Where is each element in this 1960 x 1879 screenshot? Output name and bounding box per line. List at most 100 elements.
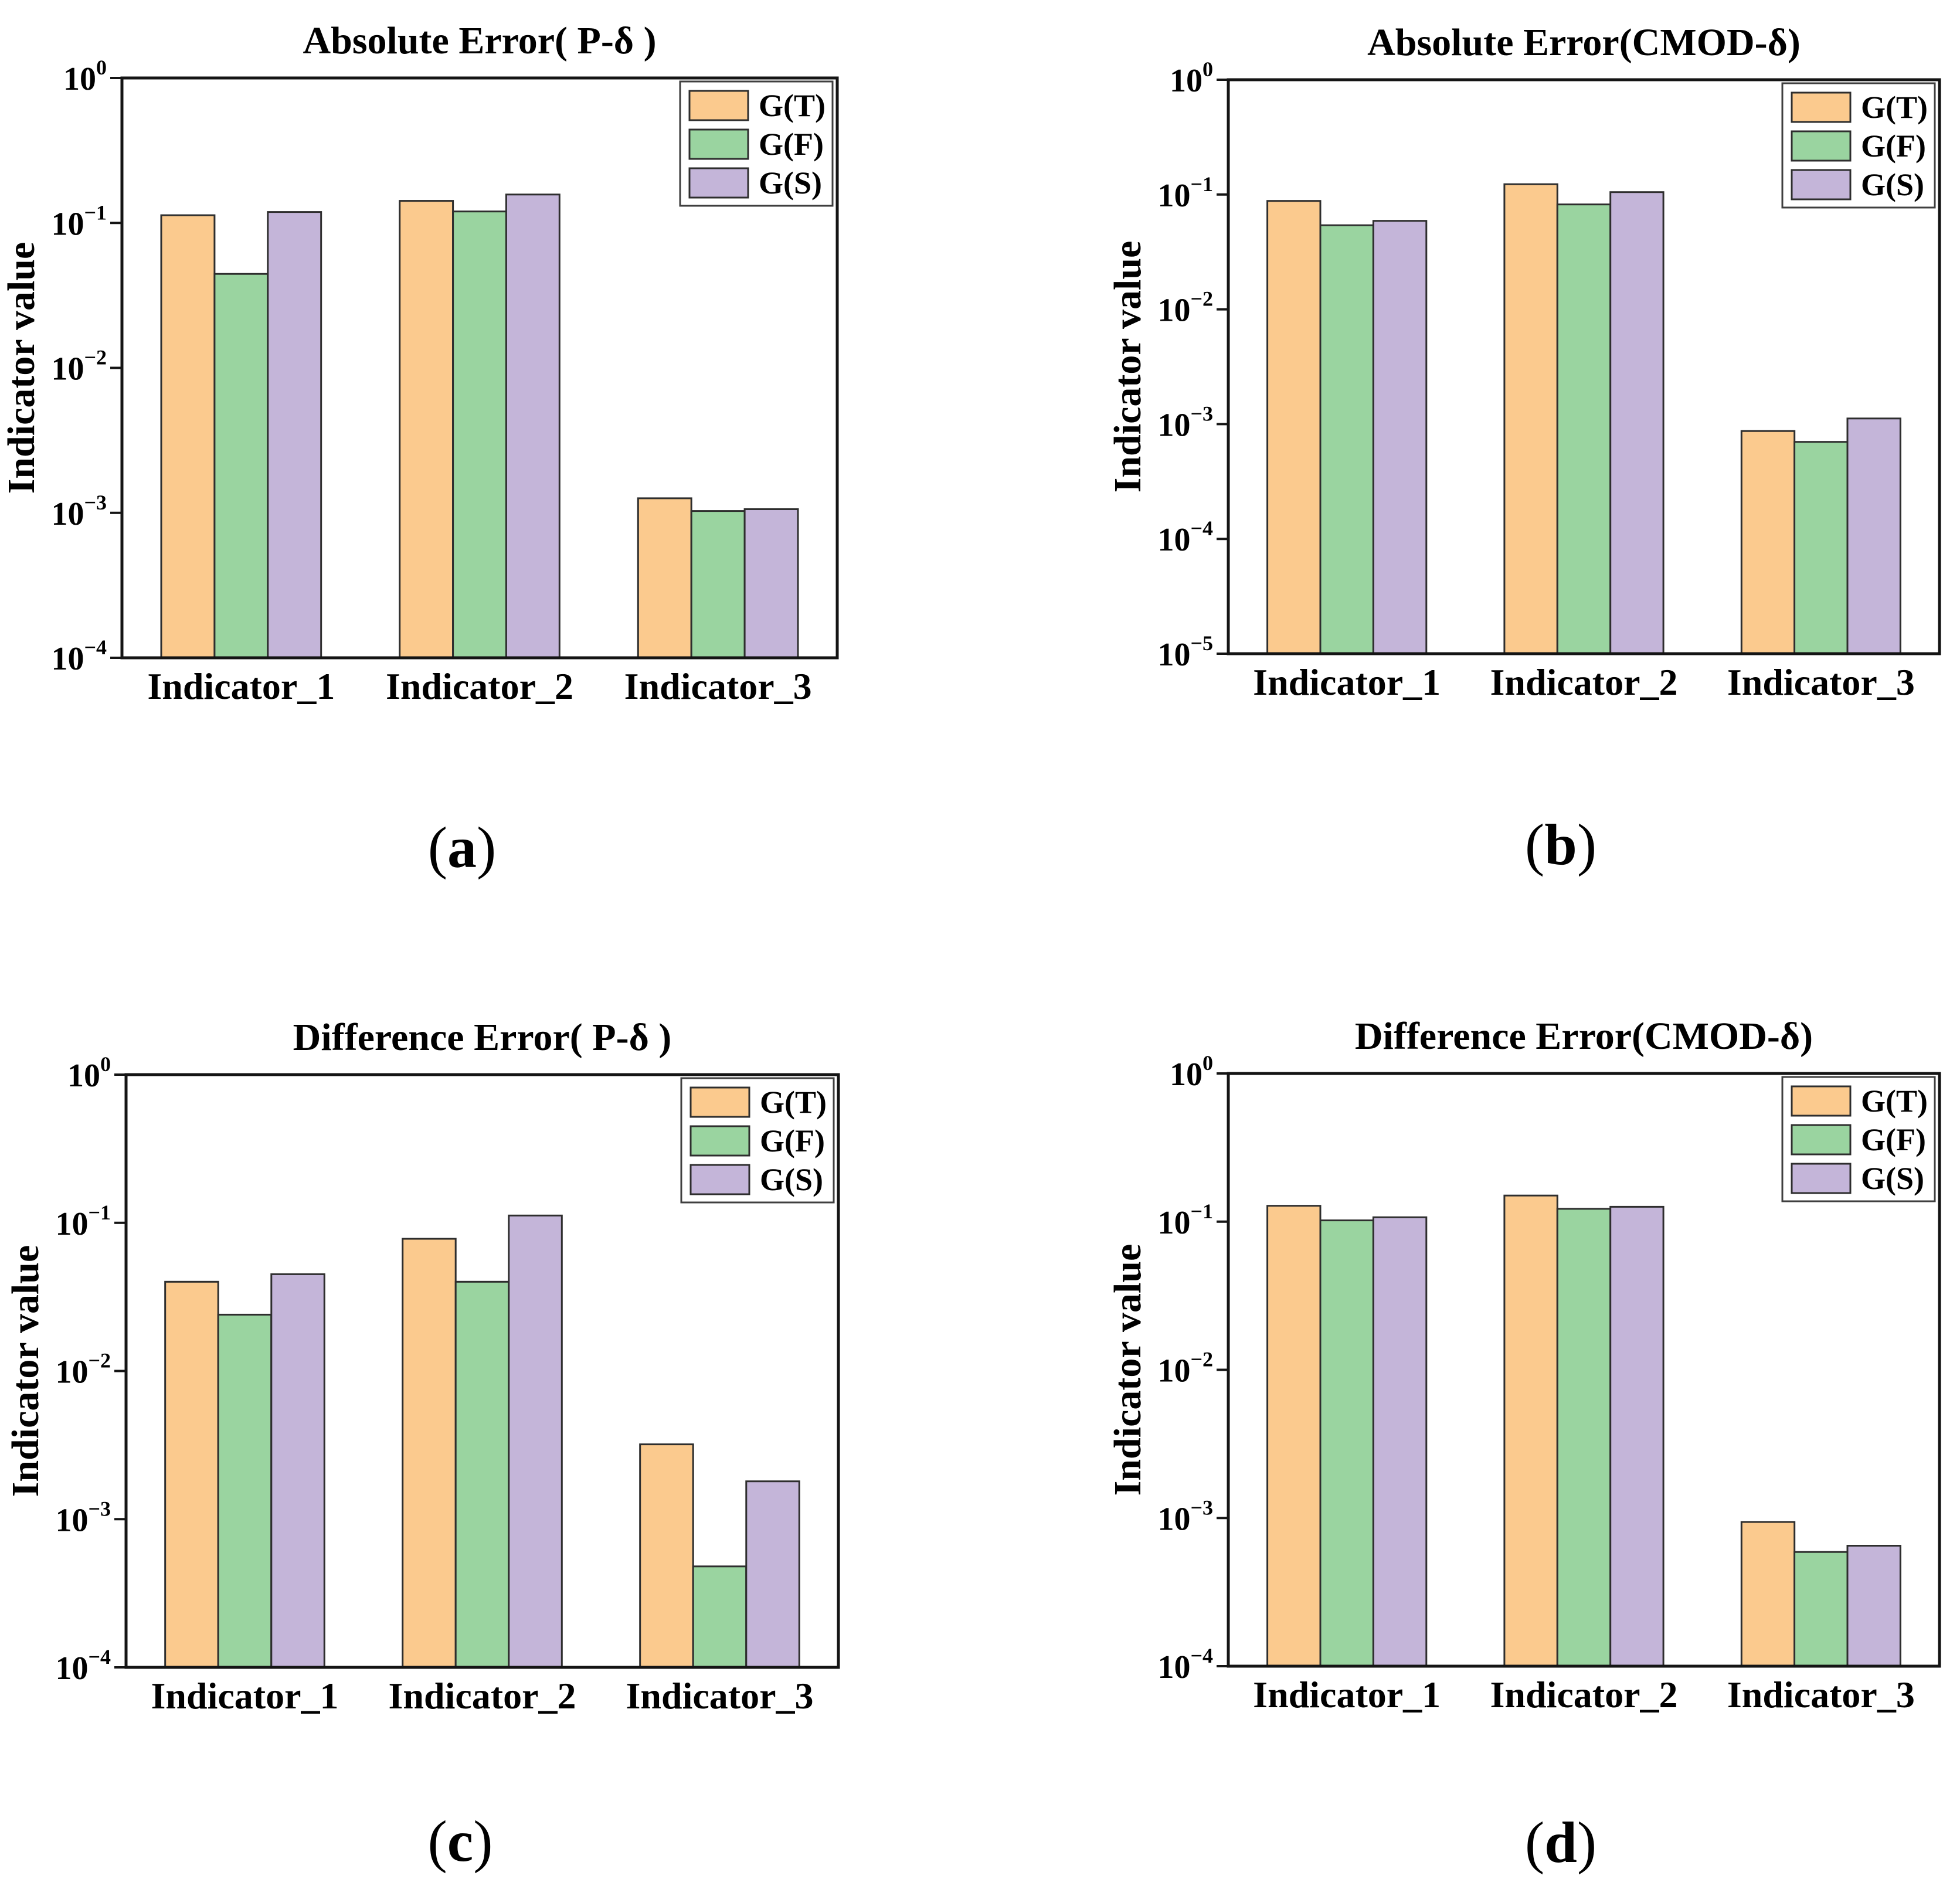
bar — [637, 497, 692, 659]
caption-letter: b — [1544, 812, 1577, 877]
x-tick-label: Indicator_2 — [1490, 1674, 1678, 1715]
bar — [1609, 191, 1665, 655]
x-tick-label: Indicator_2 — [389, 1675, 576, 1717]
bar — [1609, 1205, 1665, 1667]
x-tick-label: Indicator_1 — [1253, 661, 1441, 703]
chart-c: Indicator_1 Indicator_2 Indicator_3 Differe… — [4, 1016, 840, 1717]
bar — [1556, 1208, 1612, 1667]
legend-swatch — [1791, 130, 1852, 162]
y-tick-label: 10−1 — [51, 201, 107, 242]
bar — [1846, 417, 1901, 655]
legend-label: G(F) — [1861, 128, 1926, 164]
legend-label: G(F) — [759, 127, 824, 162]
y-axis-label: Indicator value — [0, 242, 43, 494]
bar — [164, 1280, 219, 1669]
bar — [402, 1238, 457, 1669]
bar — [639, 1443, 694, 1669]
bar — [1740, 430, 1796, 655]
x-tick-label: Indicator_3 — [1727, 661, 1915, 703]
y-tick-label: 100 — [1170, 1051, 1213, 1093]
legend-swatch — [1791, 1163, 1852, 1194]
bar — [452, 210, 507, 659]
y-tick-label: 10−3 — [1157, 402, 1213, 443]
y-tick-label: 10−2 — [51, 346, 107, 388]
caption-close-paren: ) — [473, 1809, 493, 1874]
bar — [267, 211, 322, 659]
caption-close-paren: ) — [1577, 1810, 1597, 1875]
legend-label: G(F) — [760, 1123, 825, 1158]
legend-swatch — [689, 1086, 750, 1118]
x-tick-label: Indicator_3 — [1727, 1674, 1915, 1715]
legend-label: G(S) — [1861, 167, 1924, 202]
legend-swatch — [688, 90, 749, 121]
bar — [1503, 183, 1558, 655]
y-tick-label: 100 — [63, 56, 107, 97]
bar — [1372, 220, 1428, 655]
caption-letter: c — [447, 1809, 474, 1874]
bar — [1793, 1551, 1849, 1667]
caption-letter: d — [1544, 1810, 1577, 1875]
bar — [1372, 1216, 1428, 1667]
bar — [1740, 1521, 1796, 1667]
chart-title: Absolute Error(CMOD-δ) — [1367, 21, 1801, 64]
axis-box — [1227, 78, 1941, 655]
bar — [1266, 1205, 1322, 1667]
bar — [1846, 1545, 1901, 1667]
legend-label: G(F) — [1861, 1122, 1926, 1157]
bar — [1556, 203, 1612, 655]
caption-open-paren: ( — [427, 1809, 447, 1874]
y-tick-label: 10−2 — [55, 1349, 111, 1391]
bar — [1793, 441, 1849, 655]
y-tick-label: 10−4 — [55, 1645, 111, 1687]
y-axis-label: Indicator value — [1106, 241, 1149, 493]
caption-b: (b) — [1443, 808, 1678, 881]
bar — [743, 508, 799, 659]
bar — [213, 273, 269, 659]
bar — [454, 1280, 510, 1669]
legend-label: G(S) — [760, 1162, 823, 1197]
caption-d: (d) — [1443, 1806, 1678, 1879]
x-tick-label: Indicator_2 — [1490, 661, 1678, 703]
bar — [160, 214, 216, 659]
x-tick-label: Indicator_2 — [386, 665, 573, 707]
legend-swatch — [1791, 1124, 1852, 1156]
y-tick-label: 100 — [67, 1052, 111, 1094]
legend-label: G(T) — [759, 88, 826, 123]
caption-a: (a) — [345, 811, 579, 884]
chart-title: Absolute Error( P-δ ) — [303, 19, 656, 62]
legend-label: G(T) — [1861, 90, 1928, 125]
y-tick-label: 10−1 — [1157, 1200, 1213, 1241]
y-tick-label: 10−4 — [51, 636, 107, 677]
legend-label: G(S) — [759, 165, 822, 201]
legend-swatch — [1791, 91, 1852, 123]
y-tick-label: 10−5 — [1157, 631, 1213, 673]
y-tick-label: 10−3 — [55, 1497, 111, 1538]
x-tick-label: Indicator_1 — [151, 1675, 339, 1717]
bar — [270, 1273, 325, 1669]
y-tick-label: 10−4 — [1157, 517, 1213, 558]
bar — [505, 193, 561, 659]
chart-a: Indicator_1 Indicator_2 Indicator_3 Absolut… — [0, 19, 839, 707]
y-tick-label: 10−2 — [1157, 1348, 1213, 1389]
bar — [1266, 200, 1322, 655]
y-tick-label: 10−2 — [1157, 287, 1213, 329]
legend-swatch — [688, 128, 749, 160]
caption-open-paren: ( — [427, 815, 447, 880]
y-axis-label: Indicator value — [4, 1245, 47, 1497]
legend-label: G(T) — [1861, 1083, 1928, 1119]
y-tick-label: 10−4 — [1157, 1644, 1213, 1686]
legend-swatch — [689, 1125, 750, 1157]
chart-title: Difference Error(CMOD-δ) — [1355, 1015, 1813, 1058]
caption-close-paren: ) — [477, 815, 497, 880]
legend-swatch — [689, 1164, 750, 1195]
y-tick-label: 10−3 — [51, 491, 107, 532]
legend-swatch — [1791, 169, 1852, 201]
legend-label: G(T) — [760, 1085, 827, 1120]
legend-swatch — [1791, 1085, 1852, 1117]
caption-letter: a — [447, 815, 477, 880]
y-tick-label: 10−1 — [1157, 172, 1213, 214]
y-axis-label: Indicator value — [1106, 1244, 1149, 1496]
bar — [399, 200, 454, 659]
bar — [745, 1480, 800, 1669]
